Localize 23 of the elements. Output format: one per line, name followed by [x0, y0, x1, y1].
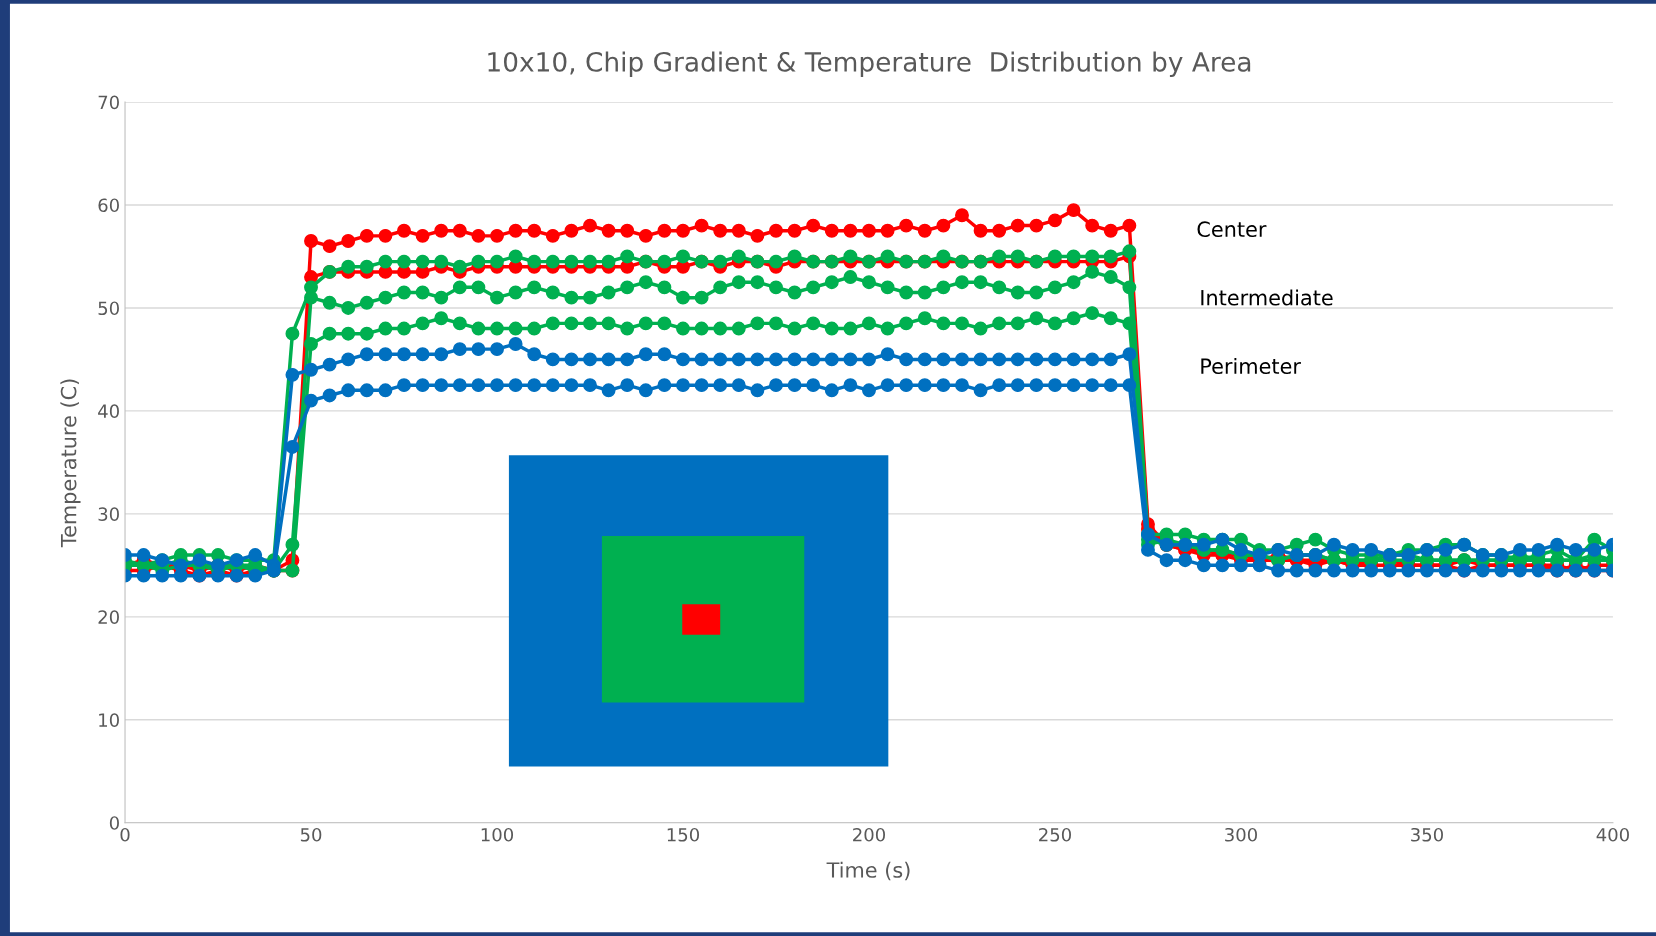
y-axis-title: Temperature (C)	[60, 379, 81, 548]
annotation: Intermediate	[1201, 289, 1333, 306]
y-tick-label: 70	[98, 95, 119, 110]
x-tick-label: 300	[1225, 827, 1257, 842]
x-tick-label: 0	[120, 827, 130, 842]
y-tick-label: 10	[99, 713, 119, 727]
x-tick-label: 200	[853, 827, 886, 842]
x-tick-label: 350	[1411, 827, 1443, 842]
x-tick-label: 250	[1039, 827, 1072, 842]
y-tick-label: 20	[98, 610, 119, 624]
x-tick-label: 50	[300, 827, 322, 842]
annotation: Center	[1197, 221, 1267, 238]
y-tick-label: 0	[109, 816, 119, 830]
x-axis-title: Time (s)	[826, 861, 910, 881]
y-tick-label: 30	[98, 507, 119, 521]
y-tick-label: 50	[98, 301, 119, 316]
x-tick-label: 100	[481, 827, 514, 842]
chart-title: 10x10, Chip Gradient & Temperature Distribution by Area	[488, 51, 1251, 77]
y-tick-label: 60	[98, 198, 119, 213]
y-tick-label: 40	[98, 404, 119, 419]
x-tick-label: 150	[667, 827, 700, 842]
x-tick-label: 400	[1596, 827, 1629, 842]
annotation: Perimeter	[1201, 357, 1301, 375]
